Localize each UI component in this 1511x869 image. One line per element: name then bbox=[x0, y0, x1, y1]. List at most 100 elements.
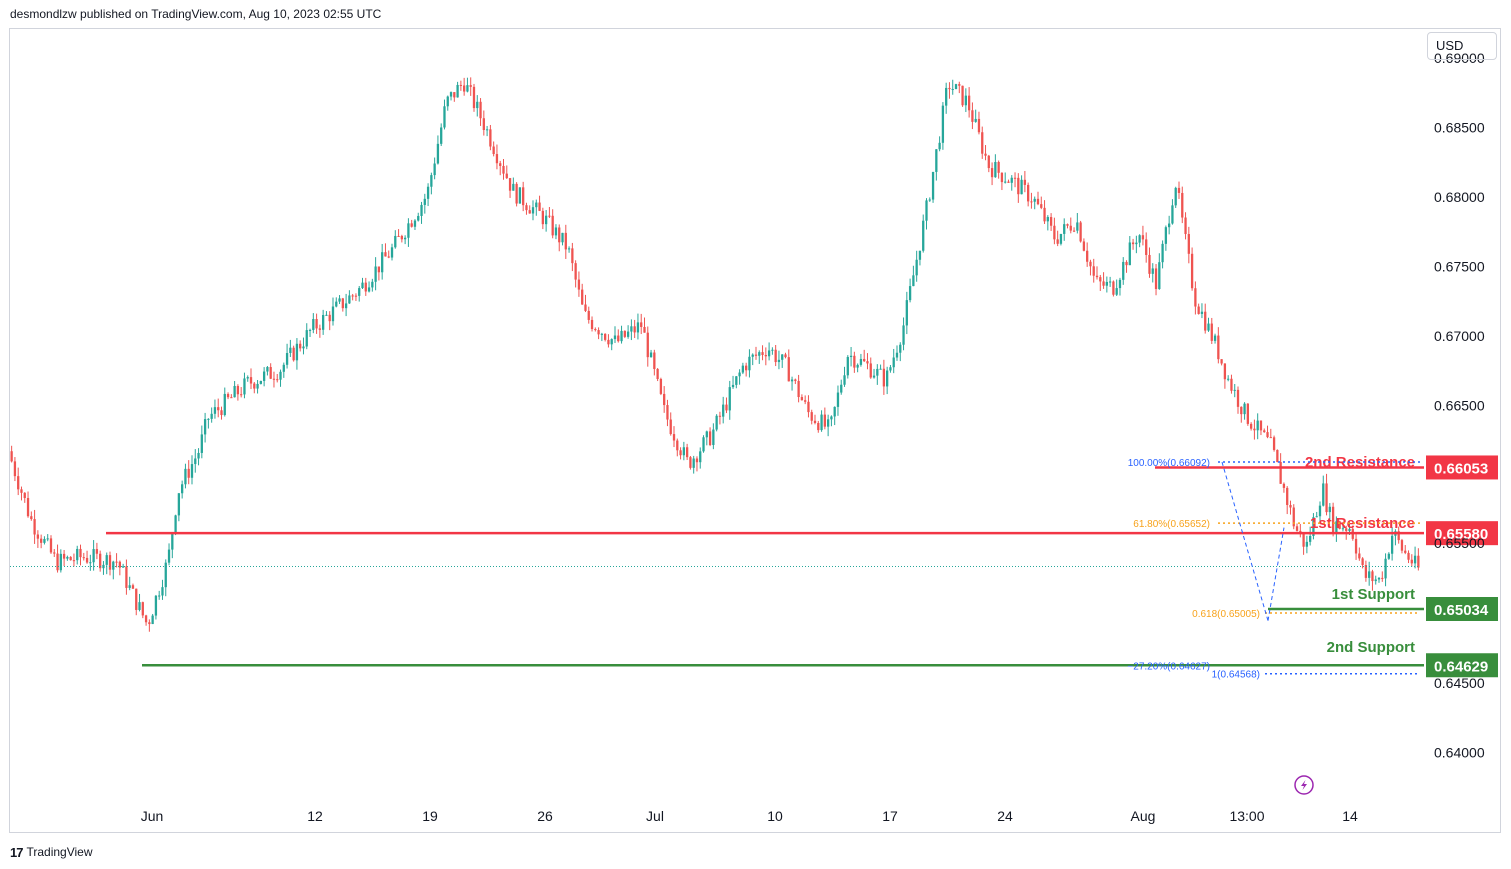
candle bbox=[164, 559, 167, 597]
candle bbox=[882, 359, 886, 395]
candle bbox=[1292, 504, 1295, 530]
candle-body bbox=[1413, 555, 1417, 564]
candle-body bbox=[1151, 268, 1154, 274]
candle-body bbox=[1230, 378, 1233, 391]
candle-body bbox=[990, 168, 994, 178]
candle bbox=[394, 230, 397, 249]
candle bbox=[597, 327, 600, 340]
level-price-tag[interactable]: 0.66053 bbox=[1426, 455, 1498, 480]
candle-body bbox=[1384, 558, 1387, 579]
candle bbox=[1240, 406, 1243, 423]
candle bbox=[1046, 215, 1049, 231]
candle-body bbox=[535, 202, 538, 208]
candle-body bbox=[892, 357, 895, 368]
candle bbox=[1030, 192, 1033, 209]
candle-body bbox=[1095, 275, 1099, 278]
candle bbox=[256, 380, 259, 394]
candle-body bbox=[866, 361, 869, 364]
candle-body bbox=[371, 281, 374, 288]
candle-body bbox=[148, 622, 151, 625]
level-price-text: 0.65034 bbox=[1434, 602, 1489, 619]
candle-body bbox=[1217, 335, 1220, 360]
candle-body bbox=[213, 407, 217, 414]
flash-icon[interactable] bbox=[1294, 775, 1314, 795]
level-price-text: 0.65580 bbox=[1434, 526, 1488, 543]
candle bbox=[1004, 172, 1007, 184]
candle-body bbox=[456, 84, 459, 98]
candle bbox=[810, 409, 813, 425]
x-tick-label: Aug bbox=[1131, 808, 1156, 824]
candle-body bbox=[879, 368, 882, 370]
candle-body bbox=[79, 548, 82, 558]
candle bbox=[1338, 520, 1341, 530]
candle bbox=[262, 367, 266, 387]
candle bbox=[1154, 264, 1158, 296]
candle-body bbox=[436, 143, 440, 164]
level-price-text: 0.64629 bbox=[1434, 658, 1488, 675]
candle-body bbox=[266, 367, 269, 372]
candle-body bbox=[1043, 207, 1046, 222]
level-price-tag[interactable]: 0.64629 bbox=[1426, 653, 1498, 678]
candle bbox=[1407, 550, 1410, 564]
candle-body bbox=[771, 349, 774, 351]
candle-body bbox=[499, 163, 502, 166]
price-axis: 0.69000 0.68500 0.68000 0.67500 0.67000 0.665… bbox=[1434, 50, 1485, 760]
candle-body bbox=[1272, 437, 1276, 450]
candle bbox=[915, 250, 918, 282]
candle bbox=[1141, 225, 1145, 246]
tradingview-logo-icon: 17 bbox=[10, 844, 24, 860]
candle bbox=[374, 257, 377, 291]
candle bbox=[72, 553, 76, 567]
candle bbox=[1295, 523, 1299, 532]
candle-body bbox=[1397, 531, 1400, 541]
currency-button[interactable]: USD bbox=[1427, 32, 1497, 60]
candle-body bbox=[125, 566, 128, 588]
candle bbox=[895, 345, 899, 361]
candle bbox=[767, 342, 771, 361]
candle-body bbox=[1295, 526, 1299, 531]
candle-body bbox=[781, 354, 784, 360]
candle-body bbox=[95, 549, 99, 554]
candle-body bbox=[699, 451, 702, 463]
candle bbox=[1059, 233, 1063, 246]
candle bbox=[295, 338, 299, 370]
candle bbox=[941, 102, 945, 150]
candle-body bbox=[233, 385, 236, 398]
candle bbox=[26, 491, 30, 518]
candle bbox=[922, 214, 925, 253]
level-price-tag[interactable]: 0.65580 bbox=[1426, 521, 1498, 546]
candle-body bbox=[558, 227, 561, 243]
x-tick-label: 24 bbox=[997, 808, 1013, 824]
tradingview-brand[interactable]: 17 TradingView bbox=[10, 843, 93, 861]
candle bbox=[646, 326, 649, 367]
candle-body bbox=[36, 534, 40, 539]
candle bbox=[1217, 327, 1220, 364]
candle-body bbox=[1371, 571, 1374, 582]
candle-body bbox=[745, 365, 748, 371]
candle-body bbox=[522, 187, 525, 206]
candle bbox=[990, 162, 994, 186]
candle bbox=[381, 243, 384, 280]
x-tick-label: 13:00 bbox=[1229, 808, 1264, 824]
candle-body bbox=[672, 434, 676, 441]
candle bbox=[1253, 419, 1256, 440]
candle-body bbox=[836, 392, 840, 407]
candle bbox=[400, 234, 403, 243]
candle bbox=[1118, 277, 1122, 296]
candle bbox=[866, 353, 869, 370]
candle bbox=[1174, 186, 1177, 208]
candle-body bbox=[728, 387, 731, 411]
candle bbox=[987, 154, 990, 173]
candle-body bbox=[574, 263, 577, 280]
candle bbox=[384, 243, 387, 257]
candle bbox=[1063, 218, 1066, 241]
candle-body bbox=[567, 248, 571, 250]
candle bbox=[1164, 225, 1168, 251]
level-price-tag[interactable]: 0.65034 bbox=[1426, 597, 1498, 621]
candle bbox=[446, 95, 449, 111]
candle bbox=[836, 385, 840, 416]
candle bbox=[807, 395, 810, 418]
level-price-bg bbox=[1426, 455, 1498, 480]
candle-body bbox=[761, 352, 764, 355]
